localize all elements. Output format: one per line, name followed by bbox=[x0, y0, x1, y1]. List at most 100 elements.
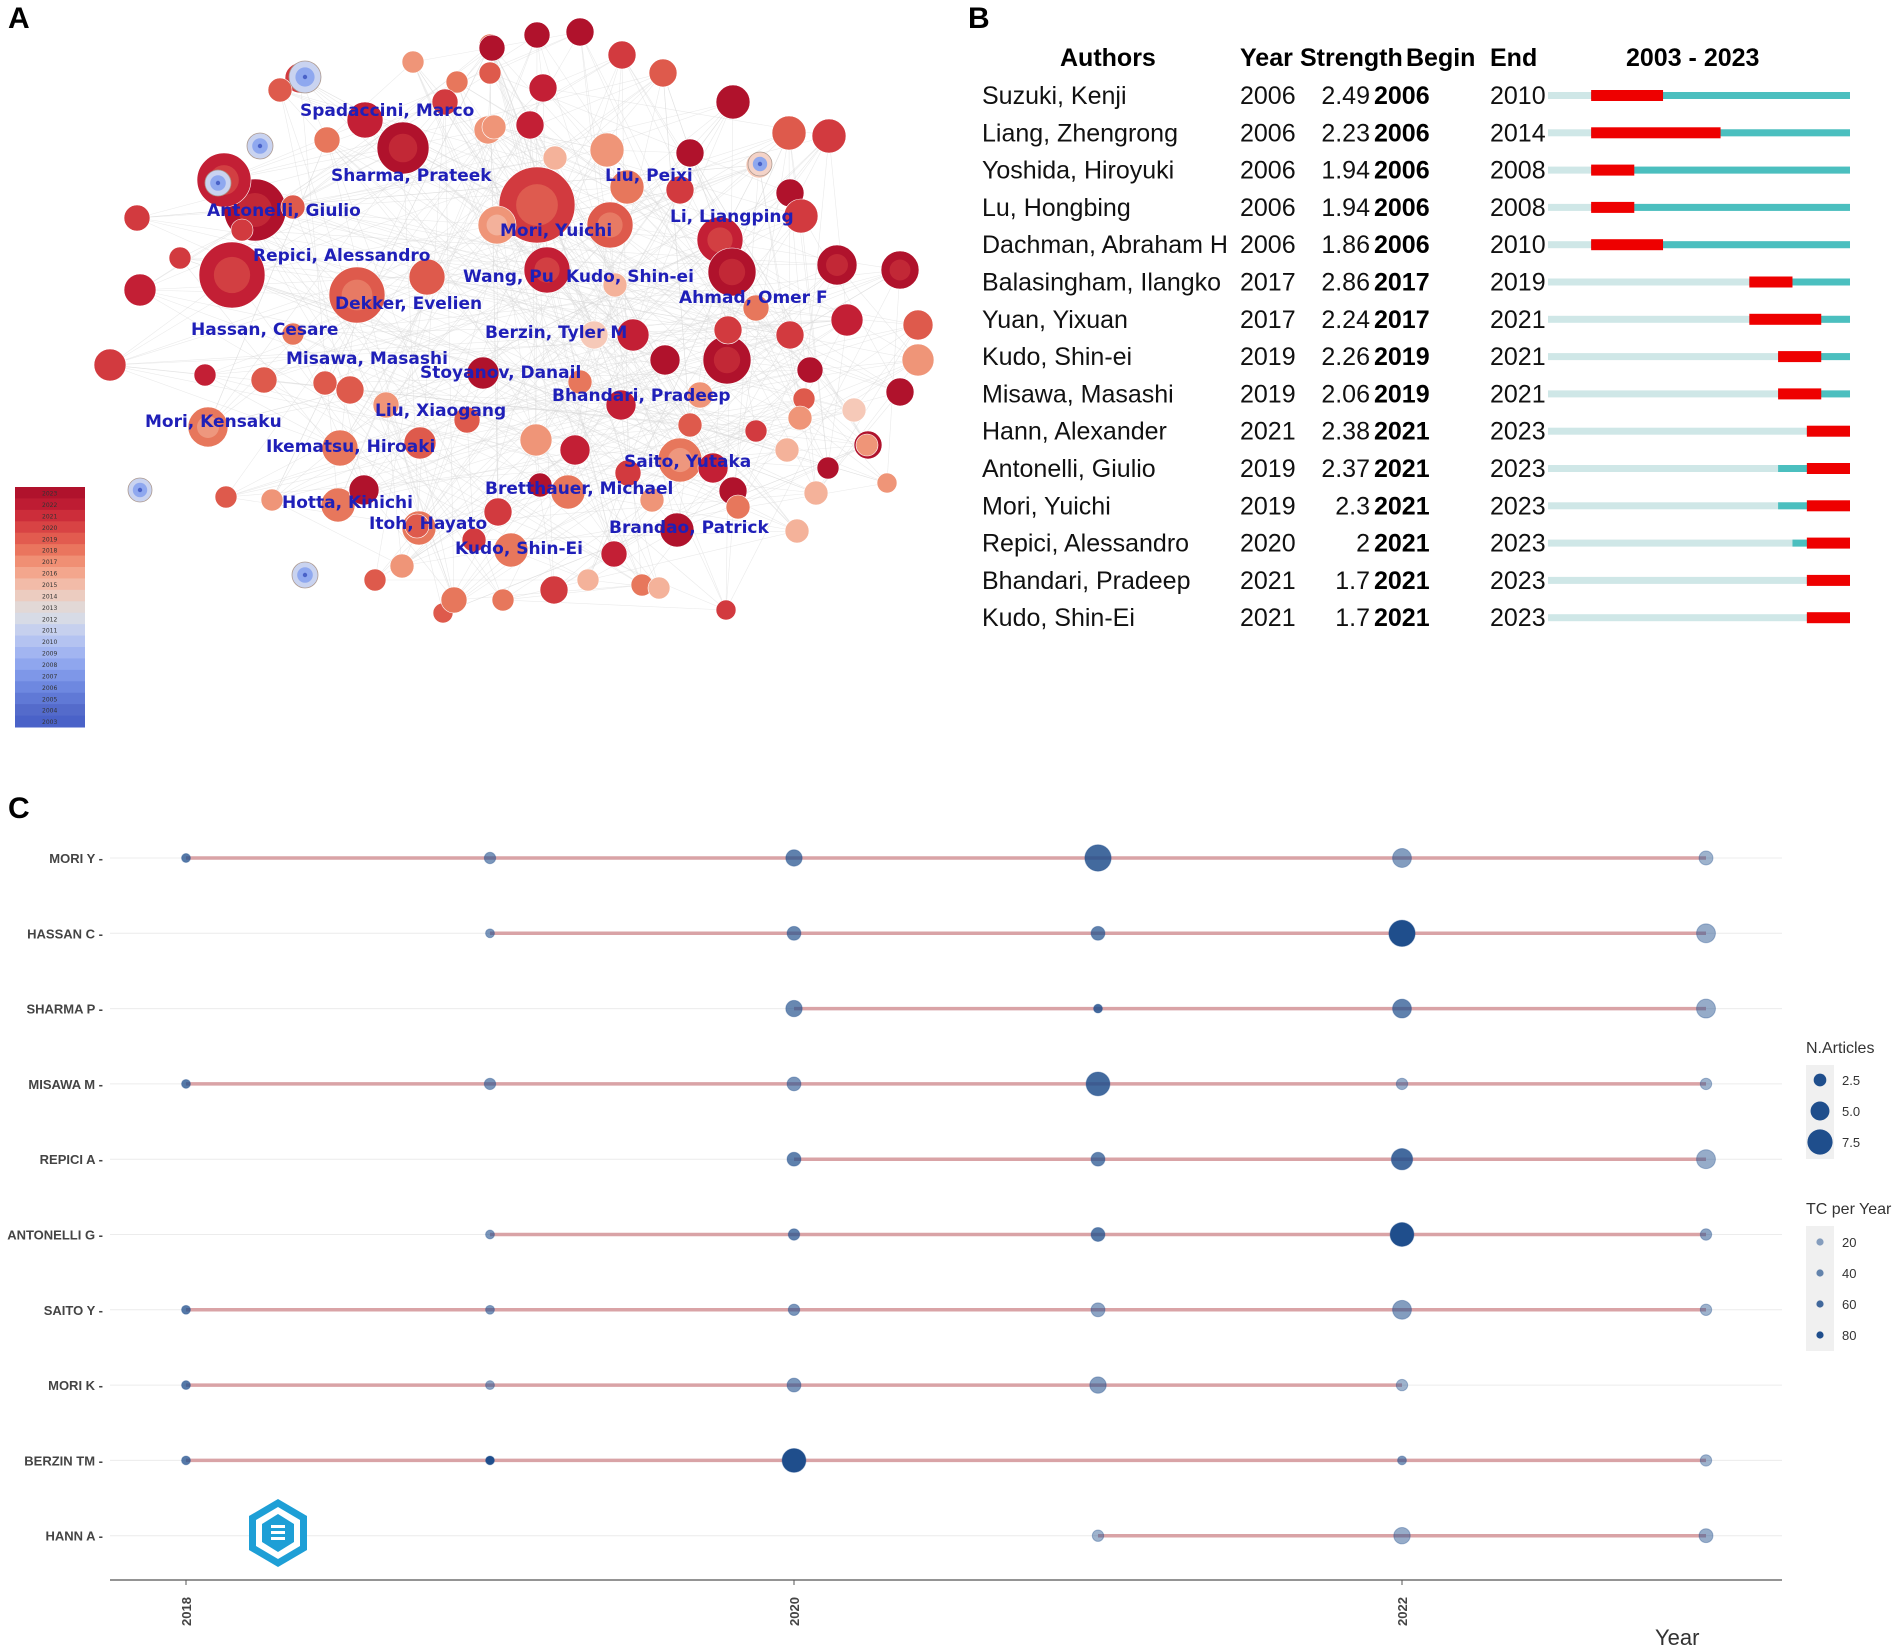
network-node-ring bbox=[516, 184, 558, 226]
burst-timeline bbox=[1548, 390, 1850, 398]
legend-color-key-bg bbox=[1806, 1226, 1834, 1351]
network-node-circle bbox=[230, 218, 254, 242]
network-node-circle bbox=[250, 366, 278, 394]
network-node-circle bbox=[335, 375, 365, 405]
network-node-circle bbox=[602, 272, 628, 298]
network-author-label: Hotta, Kinichi bbox=[282, 493, 413, 513]
burst-begin: 2019 bbox=[1374, 343, 1430, 371]
colorbar-step: 2022 bbox=[15, 498, 85, 511]
network-edge bbox=[225, 381, 581, 498]
burst-row: Antonelli, Giulio 2019 2.37 2021 2023 bbox=[982, 455, 1850, 483]
burst-begin: 2021 bbox=[1374, 567, 1430, 595]
burst-timeline bbox=[1548, 278, 1850, 286]
network-edge bbox=[664, 359, 855, 411]
network-node-circle bbox=[550, 474, 586, 510]
production-point bbox=[1696, 998, 1716, 1019]
network-edge bbox=[497, 189, 681, 513]
production-points bbox=[181, 844, 1716, 1545]
colorbar-swatch bbox=[15, 658, 85, 671]
network-node-ring bbox=[534, 257, 560, 283]
burst-active-span bbox=[1591, 203, 1850, 211]
burst-row: Bhandari, Pradeep 2021 1.7 2021 2023 bbox=[982, 567, 1850, 595]
colorbar-step: 2016 bbox=[15, 567, 85, 579]
production-point bbox=[1084, 844, 1112, 872]
network-node bbox=[841, 397, 867, 423]
production-point bbox=[1395, 1378, 1409, 1392]
network-node-circle bbox=[816, 456, 840, 480]
network-edge bbox=[546, 269, 798, 532]
colorbar-year: 2005 bbox=[42, 696, 57, 703]
legend-color-title: TC per Year bbox=[1806, 1201, 1892, 1218]
network-node-circle bbox=[193, 363, 217, 387]
network-node-old bbox=[747, 151, 773, 177]
network-author-label: Liu, Xiaogang bbox=[375, 401, 506, 421]
production-point bbox=[1393, 1527, 1411, 1545]
legend-color-swatch bbox=[1816, 1300, 1824, 1308]
network-node bbox=[123, 204, 151, 232]
burst-row: Mori, Yuichi 2019 2.3 2021 2023 bbox=[982, 492, 1850, 520]
production-point bbox=[1392, 1299, 1412, 1320]
production-point bbox=[483, 851, 497, 865]
production-point bbox=[1698, 1528, 1714, 1544]
network-node-ring bbox=[213, 256, 251, 294]
production-point bbox=[1696, 923, 1716, 944]
legend-size-value: 2.5 bbox=[1842, 1073, 1860, 1088]
author-axis-label: REPICI A - bbox=[40, 1152, 103, 1167]
colorbar-year: 2003 bbox=[42, 719, 57, 726]
network-node bbox=[491, 588, 515, 612]
network-edge bbox=[254, 209, 788, 451]
network-node bbox=[783, 198, 819, 234]
burst-author: Bhandari, Pradeep bbox=[982, 567, 1190, 595]
network-edge bbox=[466, 132, 790, 421]
network-node-circle bbox=[445, 70, 469, 94]
network-node-ring bbox=[889, 259, 911, 281]
network-node bbox=[477, 205, 517, 245]
network-node bbox=[230, 218, 254, 242]
network-node bbox=[478, 61, 502, 85]
burst-strength: 1.7 bbox=[1335, 604, 1370, 632]
network-edge bbox=[225, 444, 868, 498]
network-labels: Spadaccini, Marco Sharma, Prateek Liu, Pei… bbox=[145, 101, 828, 559]
burst-strength: 2 bbox=[1356, 530, 1370, 558]
year-colorbar: 2023 2022 2021 2020 2019 2018 2017 2016 2015 2014… bbox=[15, 487, 85, 728]
network-node bbox=[542, 145, 568, 171]
network-edge bbox=[292, 81, 458, 208]
network-author-label: Wang, Pu bbox=[463, 267, 554, 287]
network-edge bbox=[567, 491, 798, 532]
network-node bbox=[493, 532, 529, 568]
burst-active-span bbox=[1591, 166, 1850, 174]
network-edge bbox=[271, 126, 495, 501]
network-edge bbox=[546, 269, 734, 492]
network-node bbox=[498, 166, 576, 244]
network-node bbox=[401, 50, 425, 74]
network-edge bbox=[223, 179, 757, 309]
network-node bbox=[697, 452, 729, 484]
burst-author: Repici, Alessandro bbox=[982, 530, 1189, 558]
production-point bbox=[786, 1076, 802, 1092]
burst-bar bbox=[1591, 239, 1664, 251]
colorbar-swatch bbox=[15, 692, 85, 705]
network-node-old-dot bbox=[137, 487, 143, 493]
network-edge bbox=[326, 139, 734, 492]
network-edge bbox=[803, 135, 830, 400]
network-node bbox=[830, 303, 864, 337]
network-node bbox=[260, 488, 284, 512]
network-edge bbox=[109, 54, 623, 366]
network-node-circle bbox=[483, 497, 513, 527]
burst-year: 2006 bbox=[1240, 119, 1296, 147]
network-node bbox=[214, 485, 238, 509]
x-axis-title: Year bbox=[1655, 1625, 1699, 1650]
citation-burst-table: Authors Year Strength Begin End 2003 - 2… bbox=[982, 44, 1850, 632]
network-node bbox=[93, 348, 127, 382]
burst-end: 2023 bbox=[1490, 418, 1546, 446]
network-node-circle bbox=[787, 405, 813, 431]
network-author-label: Sharma, Prateek bbox=[331, 166, 492, 186]
network-node-circle bbox=[665, 175, 695, 205]
burst-end: 2023 bbox=[1490, 567, 1546, 595]
burst-year: 2019 bbox=[1240, 380, 1296, 408]
network-node-circle bbox=[491, 588, 515, 612]
network-node bbox=[187, 406, 229, 448]
network-edge bbox=[737, 264, 838, 508]
legend-color-swatch bbox=[1816, 1269, 1824, 1277]
